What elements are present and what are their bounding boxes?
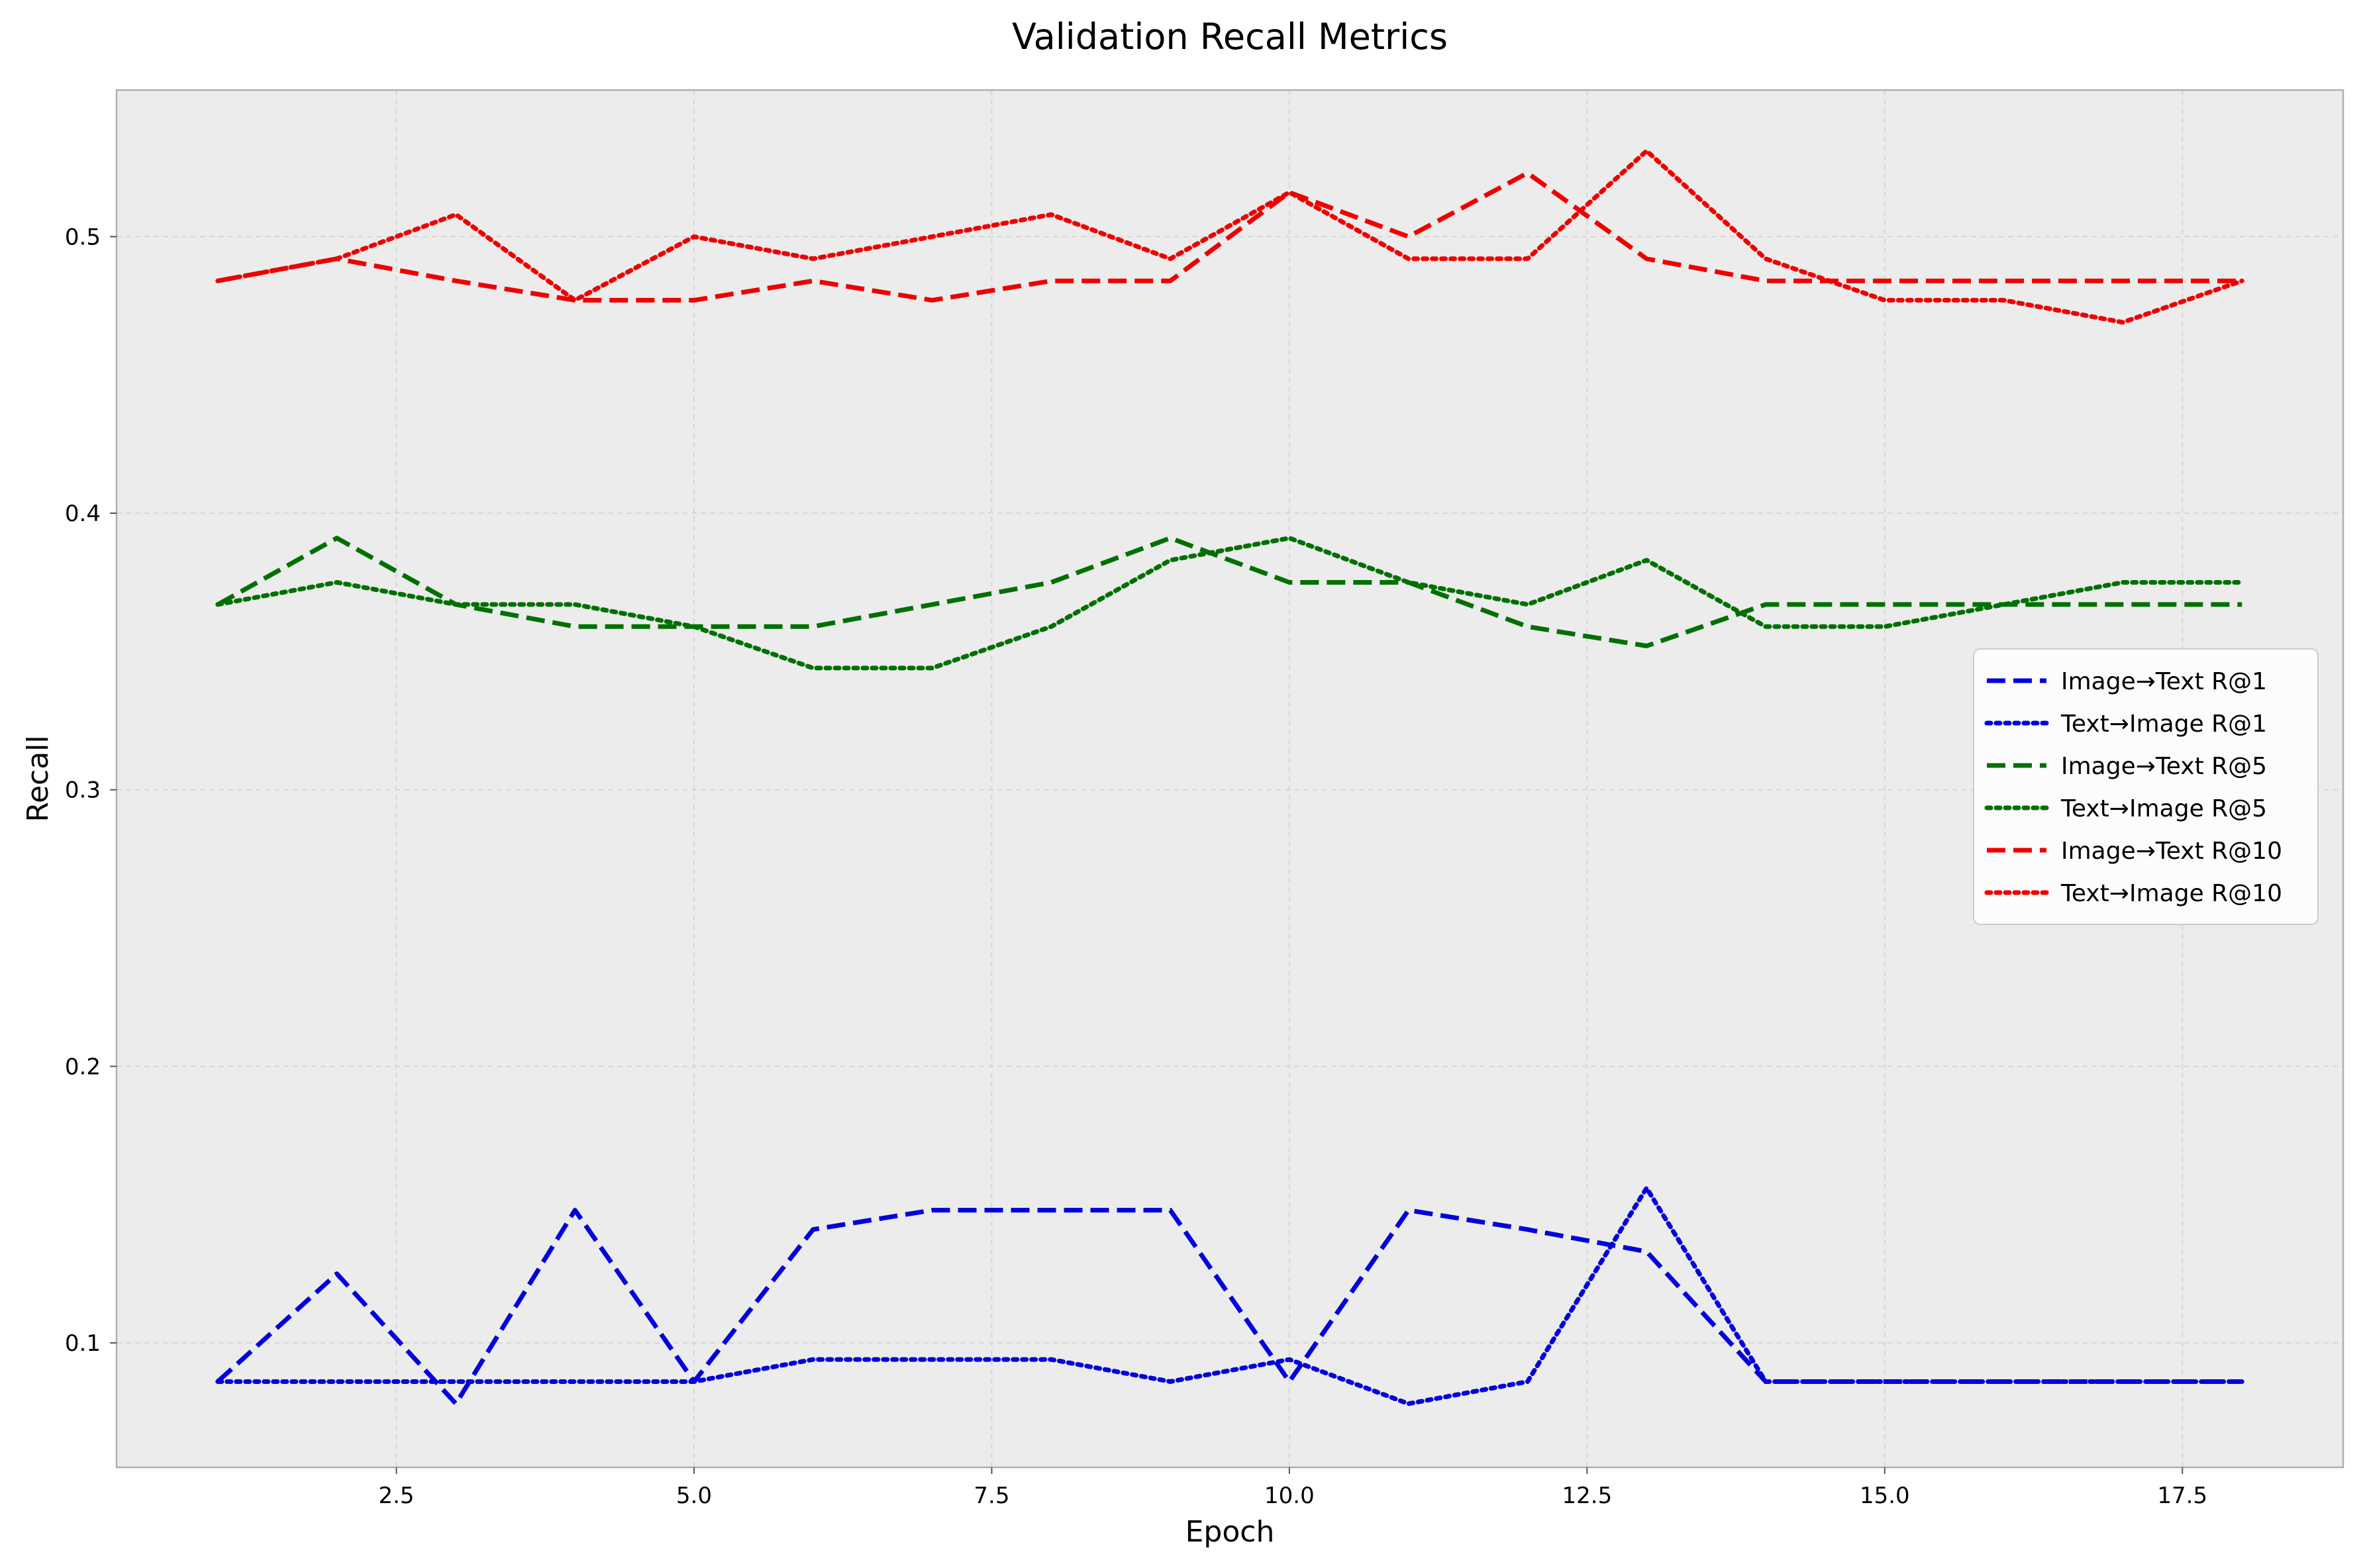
legend-box — [1973, 648, 2319, 925]
y-tick-label: 0.4 — [65, 501, 101, 527]
legend-label: Text→Image R@10 — [2060, 880, 2282, 907]
x-tick-label: 12.5 — [1562, 1483, 1613, 1509]
plot-area — [117, 90, 2343, 1467]
axis-ticks: 2.5 5.0 7.5 10.0 12.5 15.0 17.5 0.1 0.2 0.3 0.4 0.5 — [65, 224, 2207, 1509]
x-tick-label: 10.0 — [1264, 1483, 1315, 1509]
x-axis-label: Epoch — [1185, 1515, 1275, 1549]
legend-label: Image→Text R@5 — [2061, 753, 2267, 780]
legend-label: Text→Image R@5 — [2060, 795, 2267, 822]
y-tick-label: 0.5 — [65, 224, 101, 250]
legend-label: Image→Text R@1 — [2061, 668, 2267, 695]
series-line-5 — [217, 170, 2242, 303]
x-tick-label: 17.5 — [2157, 1483, 2207, 1509]
y-axis-label: Recall — [21, 735, 55, 822]
y-tick-label: 0.1 — [65, 1330, 101, 1357]
legend-label: Text→Image R@1 — [2060, 710, 2267, 738]
y-tick-label: 0.3 — [65, 777, 101, 804]
series-line-2 — [215, 1185, 2244, 1406]
series-line-6 — [215, 148, 2244, 325]
plot-frame — [115, 89, 2344, 1469]
series-lines — [215, 148, 2244, 1406]
series-line-4 — [215, 536, 2244, 671]
chart-title: Validation Recall Metrics — [1012, 16, 1448, 58]
x-tick-label: 2.5 — [378, 1483, 414, 1509]
y-tick-label: 0.2 — [65, 1054, 101, 1080]
legend-label: Image→Text R@10 — [2061, 838, 2282, 865]
legend: Image→Text R@1 Text→Image R@1 Image→Text R… — [1973, 648, 2319, 925]
series-line-3 — [217, 536, 2242, 648]
x-tick-label: 15.0 — [1860, 1483, 1910, 1509]
x-tick-label: 5.0 — [676, 1483, 712, 1509]
x-tick-label: 7.5 — [974, 1483, 1009, 1509]
